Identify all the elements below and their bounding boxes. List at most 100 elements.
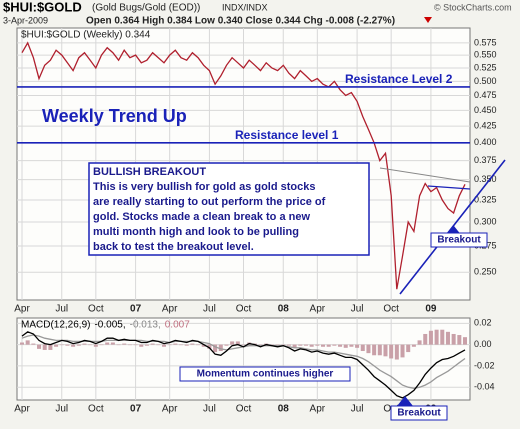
histogram-bar bbox=[76, 344, 81, 346]
histogram-bar bbox=[167, 344, 172, 346]
histogram-bar bbox=[360, 344, 365, 352]
histogram-bar bbox=[400, 344, 405, 358]
legend: -0.005, bbox=[94, 320, 125, 331]
histogram-bar bbox=[25, 340, 30, 345]
note-line: gold. Stocks made a clean break to a new bbox=[93, 211, 310, 223]
trend-line bbox=[399, 159, 506, 295]
histogram-bar bbox=[230, 341, 235, 345]
histogram-bar bbox=[411, 344, 416, 347]
histogram-bar bbox=[144, 344, 149, 346]
histogram-bar bbox=[343, 344, 348, 348]
histogram-bar bbox=[82, 343, 87, 345]
histogram-bar bbox=[19, 342, 25, 345]
y-tick-label: 0.250 bbox=[474, 267, 497, 277]
quote: Open 0.364 High 0.384 Low 0.340 Close 0.… bbox=[86, 16, 395, 27]
y-tick-label: -0.04 bbox=[474, 382, 495, 392]
series-line bbox=[21, 331, 466, 399]
x-tick-label: Jul bbox=[351, 304, 364, 315]
histogram-bar bbox=[394, 344, 399, 360]
y-tick-label: 0.575 bbox=[474, 37, 497, 47]
x-tick-label: 08 bbox=[278, 304, 290, 315]
resistance-label: Resistance level 1 bbox=[235, 128, 339, 142]
breakout-box bbox=[390, 405, 448, 421]
legend: 0.007 bbox=[165, 320, 190, 331]
x-tick-label: 07 bbox=[130, 404, 142, 415]
y-tick-label: 0.375 bbox=[474, 155, 497, 165]
y-tick-label: 0.550 bbox=[474, 50, 497, 60]
x-tick-label: Apr bbox=[14, 404, 30, 415]
symbol-name: (Gold Bugs/Gold (EOD)) bbox=[92, 3, 200, 14]
histogram-bar bbox=[235, 341, 240, 345]
histogram-bar bbox=[218, 344, 223, 352]
x-tick-label: Oct bbox=[88, 404, 104, 415]
histogram-bar bbox=[139, 344, 144, 347]
histogram-bar bbox=[110, 342, 115, 345]
y-tick-label: 0.325 bbox=[474, 194, 497, 204]
note-line: are really starting to out perform the p… bbox=[93, 196, 326, 208]
histogram-bar bbox=[201, 344, 206, 347]
histogram-bar bbox=[298, 344, 303, 346]
histogram-bar bbox=[161, 344, 166, 347]
x-tick-label: Oct bbox=[236, 404, 252, 415]
histogram-bar bbox=[173, 343, 178, 345]
histogram-bar bbox=[389, 344, 394, 359]
histogram-bar bbox=[445, 331, 450, 345]
breakout-label: Breakout bbox=[397, 408, 441, 419]
y-tick-label: 0.500 bbox=[474, 76, 497, 86]
x-tick-label: Jul bbox=[203, 304, 216, 315]
histogram-bar bbox=[417, 340, 422, 345]
histogram-bar bbox=[88, 344, 93, 346]
histogram-bar bbox=[366, 344, 371, 354]
x-tick-label: Apr bbox=[162, 304, 178, 315]
histogram-bar bbox=[457, 335, 462, 345]
histogram-bar bbox=[315, 344, 320, 346]
histogram-bar bbox=[156, 344, 161, 346]
note-line: multi month high and look to be pulling bbox=[93, 226, 299, 238]
histogram-bar bbox=[184, 344, 189, 346]
histogram-bar bbox=[31, 343, 36, 345]
histogram-bar bbox=[54, 344, 59, 347]
histogram-bar bbox=[122, 343, 127, 345]
histogram-bar bbox=[286, 344, 291, 346]
histogram-bar bbox=[451, 333, 456, 345]
note-line: back to test the breakout level. bbox=[93, 241, 254, 253]
y-tick-label: 0.02 bbox=[474, 318, 492, 328]
x-tick-label: Apr bbox=[310, 304, 326, 315]
y-tick-label: 0.475 bbox=[474, 90, 497, 100]
histogram-bar bbox=[133, 344, 138, 346]
breakout-arrow bbox=[397, 396, 413, 406]
y-tick-label: 0.525 bbox=[474, 62, 497, 72]
exchange: INDX/INDX bbox=[222, 2, 268, 12]
histogram-bar bbox=[207, 344, 212, 349]
y-tick-label: 0.00 bbox=[474, 339, 492, 349]
histogram-bar bbox=[65, 344, 70, 346]
histogram-bar bbox=[196, 344, 201, 346]
histogram-bar bbox=[150, 343, 155, 345]
series-line bbox=[21, 41, 466, 290]
breakout-box bbox=[430, 232, 488, 248]
histogram-bar bbox=[303, 344, 308, 346]
y-tick-label: 0.350 bbox=[474, 174, 497, 184]
x-tick-label: Jul bbox=[55, 404, 68, 415]
histogram-bar bbox=[224, 344, 229, 346]
x-tick-label: 09 bbox=[425, 304, 437, 315]
channel-line bbox=[379, 167, 471, 183]
histogram-bar bbox=[309, 344, 314, 347]
x-tick-label: Apr bbox=[14, 304, 30, 315]
histogram-bar bbox=[42, 344, 47, 350]
note-box bbox=[179, 366, 351, 382]
down-arrow bbox=[424, 17, 432, 23]
breakout-label: Breakout bbox=[437, 235, 481, 246]
histogram-bar bbox=[332, 344, 337, 346]
histogram-bar bbox=[372, 344, 377, 356]
histogram-bar bbox=[71, 344, 76, 347]
histogram-bar bbox=[116, 344, 121, 346]
x-tick-label: Oct bbox=[383, 304, 399, 315]
legend: -0.013, bbox=[130, 320, 161, 331]
legend: MACD(12,26,9) bbox=[21, 320, 90, 331]
histogram-bar bbox=[179, 344, 184, 346]
histogram-bar bbox=[349, 344, 354, 347]
x-tick-label: Jul bbox=[203, 404, 216, 415]
histogram-bar bbox=[428, 330, 433, 345]
resistance-label: Resistance Level 2 bbox=[345, 72, 453, 86]
